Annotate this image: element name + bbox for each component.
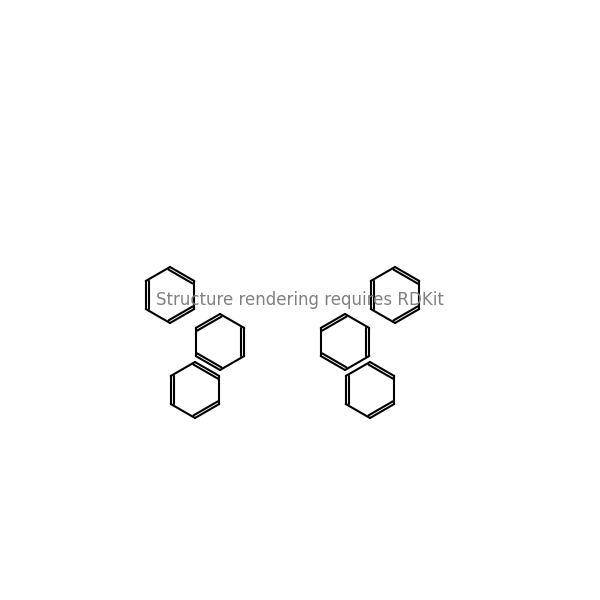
Text: Structure rendering requires RDKit: Structure rendering requires RDKit: [156, 291, 444, 309]
